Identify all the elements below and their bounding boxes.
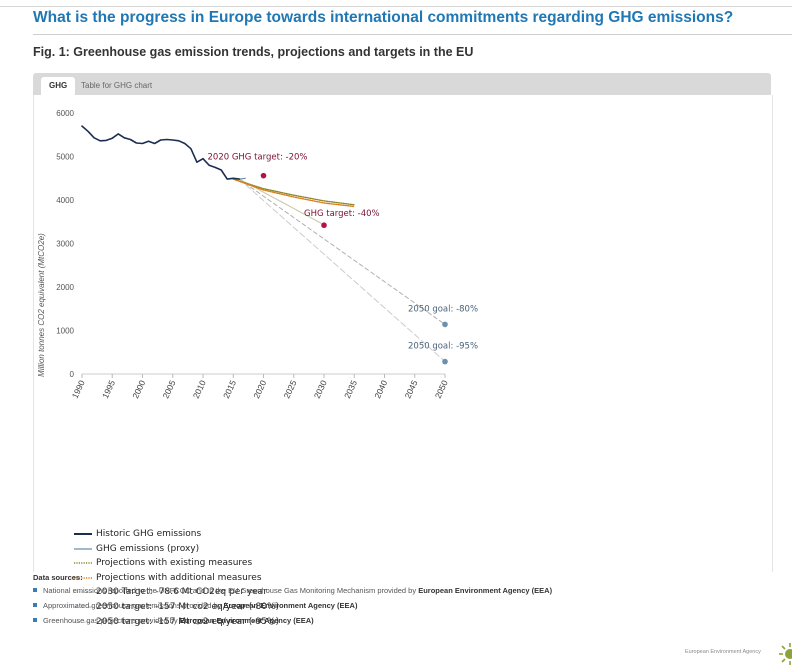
bullet-icon (33, 618, 37, 622)
source-provider-link[interactable]: European Environment Agency (EEA) (179, 616, 314, 625)
ghg-chart: 2020 GHG target: -20% GHG target: -40% 205… (37, 109, 478, 400)
source-item: National emissions reported to the UNFCC… (33, 586, 552, 601)
x-tick-label: 2005 (161, 378, 178, 400)
y-tick-label: 6000 (56, 109, 74, 118)
eea-credit[interactable]: European Environment Agency (685, 649, 761, 655)
legend-label: 2050 target: -157 Mt co2 eq/year (-95%) (96, 616, 280, 627)
source-text: Approximated greenhouse gas emissions pr… (43, 601, 224, 610)
x-tick-label: 2025 (282, 378, 299, 400)
series-historic-line[interactable] (81, 125, 241, 180)
series-2050-target-80-line[interactable] (238, 178, 446, 325)
eea-logo-icon (779, 643, 792, 665)
marker-label: 2020 GHG target: -20% (208, 153, 308, 163)
source-text: Greenhouse gas projections provided by (43, 616, 180, 625)
legend-label: Projections with additional measures (96, 572, 262, 583)
legend-label: GHG emissions (proxy) (96, 543, 200, 554)
source-item: Greenhouse gas projections provided by E… (33, 616, 552, 631)
legend-label: Historic GHG emissions (96, 529, 202, 539)
source-provider-link[interactable]: European Environment Agency (EEA) (223, 601, 358, 610)
x-tick-label: 2000 (130, 378, 147, 400)
source-provider-link[interactable]: European Environment Agency (EEA) (418, 586, 553, 595)
bullet-icon (33, 588, 37, 592)
y-tick-label: 2000 (56, 283, 74, 292)
series-2050-target-95-line[interactable] (238, 178, 446, 362)
x-tick-label: 2015 (221, 378, 238, 400)
tab-ghg[interactable]: GHG (41, 77, 76, 95)
marker-point[interactable] (260, 172, 267, 179)
figure-title: Fig. 1: Greenhouse gas emission trends, … (33, 45, 474, 59)
top-border (0, 6, 792, 7)
source-text: National emissions reported to the UNFCC… (43, 586, 419, 595)
x-tick-label: 2045 (403, 378, 420, 400)
series-existing-measures-line[interactable] (232, 178, 355, 206)
page-title: What is the progress in Europe towards i… (33, 9, 734, 26)
chart-panel: 2020 GHG target: -20% GHG target: -40% 205… (33, 95, 792, 665)
y-tick-label: 4000 (56, 196, 74, 205)
y-tick-label: 3000 (56, 240, 74, 249)
marker-label: GHG target: -40% (304, 209, 380, 219)
marker-point[interactable] (442, 358, 448, 365)
y-axis-title: Million tonnes CO2 equivalent (MtCO2e) (37, 233, 46, 377)
bullet-icon (33, 603, 37, 607)
series-proxy-line[interactable] (238, 177, 246, 180)
sources-heading: Data sources: (33, 573, 83, 582)
marker-point[interactable] (442, 321, 448, 328)
y-tick-label: 0 (70, 370, 75, 379)
chart-tab-bar: GHG Table for GHG chart (33, 73, 771, 95)
series-additional-measures-line[interactable] (232, 178, 355, 208)
legend-label: 2050 target: -157 Mt co2 eq/year (-80%) (96, 601, 280, 612)
x-tick-label: 1995 (100, 378, 117, 400)
y-tick-label: 5000 (56, 153, 74, 162)
x-tick-label: 2010 (191, 378, 208, 400)
x-tick-label: 2020 (251, 378, 268, 400)
x-tick-label: 2030 (312, 378, 329, 400)
data-sources: Data sources: National emissions reporte… (33, 573, 552, 631)
title-divider (33, 34, 792, 35)
legend-label: 2030 Target: -78.6 Mt CO2eq per year (96, 587, 267, 598)
marker-label: 2050 goal: -95% (408, 342, 478, 352)
x-tick-label: 2040 (372, 378, 389, 400)
x-tick-label: 2035 (342, 378, 359, 400)
marker-point[interactable] (321, 222, 327, 229)
tab-table-for-ghg-chart[interactable]: Table for GHG chart (81, 81, 153, 90)
source-item: Approximated greenhouse gas emissions pr… (33, 601, 552, 616)
marker-label: 2050 goal: -80% (408, 304, 478, 314)
legend-label: Projections with existing measures (96, 558, 253, 569)
x-tick-label: 1990 (70, 378, 87, 400)
x-tick-label: 2050 (433, 378, 450, 400)
y-tick-label: 1000 (56, 327, 74, 336)
